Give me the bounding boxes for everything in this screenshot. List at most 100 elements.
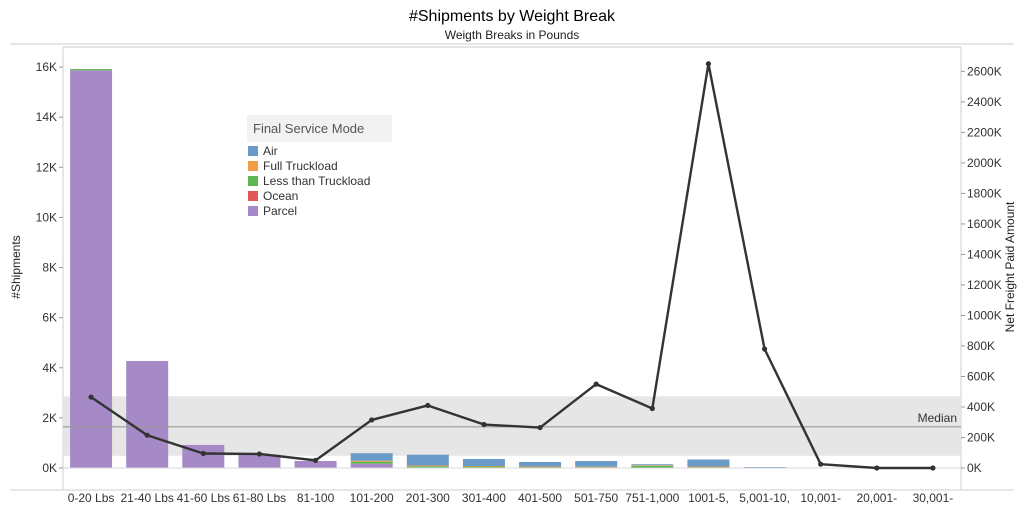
bar-segment-full-truckload bbox=[406, 465, 449, 467]
bar-segment-parcel bbox=[350, 463, 393, 468]
y2-tick-label: 1800K bbox=[967, 186, 1002, 200]
y2-tick-label: 2000K bbox=[967, 156, 1002, 170]
legend-entry-label: Parcel bbox=[263, 204, 297, 218]
freight-amount-point bbox=[312, 457, 319, 463]
bar-segment-air bbox=[743, 466, 786, 468]
x-tick-label: 21-40 Lbs bbox=[121, 491, 174, 505]
bar-segment-full-truckload bbox=[350, 460, 393, 462]
bar-segment-full-truckload bbox=[575, 466, 618, 468]
bar-segment-air bbox=[687, 459, 730, 467]
bar-segment-air bbox=[575, 460, 618, 467]
median-label: Median bbox=[918, 411, 957, 425]
bar-segment-parcel bbox=[294, 460, 337, 468]
x-tick-label: 41-60 Lbs bbox=[177, 491, 230, 505]
x-tick-label: 61-80 Lbs bbox=[233, 491, 286, 505]
freight-amount-point bbox=[930, 465, 936, 471]
bar-segment-parcel bbox=[70, 70, 113, 468]
freight-amount-point bbox=[425, 402, 431, 409]
y-tick-label: 14K bbox=[36, 110, 57, 124]
legend-title-background bbox=[247, 115, 392, 142]
legend-swatch-ocean bbox=[248, 191, 258, 201]
legend-title: Final Service Mode bbox=[253, 121, 364, 136]
y-tick-label: 8K bbox=[42, 261, 57, 275]
x-tick-label: 30,001- bbox=[913, 491, 954, 505]
x-tick-label: 201-300 bbox=[406, 491, 450, 505]
x-tick-label: 5,001-10, bbox=[739, 491, 790, 505]
freight-amount-point bbox=[649, 405, 655, 412]
x-tick-label: 751-1,000 bbox=[625, 491, 679, 505]
legend-swatch-parcel bbox=[248, 206, 258, 216]
bar-segment-less-than-truckload bbox=[575, 466, 618, 468]
freight-amount-point bbox=[256, 451, 263, 457]
freight-amount-point bbox=[144, 432, 150, 438]
bar-segment-air bbox=[519, 461, 562, 467]
y-axis-label: #Shipments bbox=[9, 235, 23, 298]
chart-title: #Shipments by Weight Break bbox=[409, 8, 616, 25]
y2-tick-label: 600K bbox=[967, 369, 995, 383]
bar-segment-parcel bbox=[126, 360, 169, 468]
freight-amount-point bbox=[874, 465, 880, 471]
bar-segment-full-truckload bbox=[462, 465, 505, 467]
freight-amount-point bbox=[705, 61, 712, 67]
freight-amount-point bbox=[200, 450, 206, 457]
y2-tick-label: 1400K bbox=[967, 247, 1002, 261]
bar-segment-parcel bbox=[238, 454, 281, 468]
y2-tick-label: 1600K bbox=[967, 217, 1002, 231]
y2-tick-label: 1200K bbox=[967, 278, 1002, 292]
y2-tick-label: 400K bbox=[967, 400, 995, 414]
freight-amount-point bbox=[481, 421, 487, 428]
x-tick-label: 0-20 Lbs bbox=[68, 491, 115, 505]
bar-segment-full-truckload bbox=[519, 466, 562, 468]
legend-swatch-air bbox=[248, 146, 258, 156]
y2-tick-label: 800K bbox=[967, 339, 995, 353]
bar-segment-less-than-truckload bbox=[631, 465, 674, 468]
bar-segment-air bbox=[462, 458, 505, 466]
chart-subtitle: Weigth Breaks in Pounds bbox=[445, 28, 580, 42]
bar-segment-less-than-truckload bbox=[350, 461, 393, 464]
bar-segment-less-than-truckload bbox=[406, 466, 449, 468]
bar-segment-full-truckload bbox=[631, 465, 674, 466]
y2-tick-label: 200K bbox=[967, 430, 995, 444]
x-tick-label: 501-750 bbox=[574, 491, 618, 505]
freight-amount-point bbox=[818, 461, 824, 467]
y-tick-label: 6K bbox=[42, 311, 57, 325]
y-tick-label: 2K bbox=[42, 411, 57, 425]
y-tick-label: 10K bbox=[36, 210, 57, 224]
freight-amount-point bbox=[369, 417, 375, 423]
y-tick-label: 16K bbox=[36, 60, 57, 74]
bar-segment-air bbox=[631, 464, 674, 466]
y2-axis-label: Net Freight Paid Amount bbox=[1003, 201, 1017, 332]
bar-segment-less-than-truckload bbox=[519, 466, 562, 468]
legend-entry-label: Air bbox=[263, 144, 278, 158]
bar-segment-full-truckload bbox=[687, 466, 730, 468]
y2-tick-label: 2400K bbox=[967, 95, 1002, 109]
freight-amount-point bbox=[88, 394, 94, 400]
x-tick-label: 101-200 bbox=[350, 491, 394, 505]
x-tick-label: 301-400 bbox=[462, 491, 506, 505]
legend-entry-label: Full Truckload bbox=[263, 159, 338, 173]
legend-swatch-full-truckload bbox=[248, 161, 258, 171]
y2-tick-label: 2600K bbox=[967, 64, 1002, 78]
x-tick-label: 401-500 bbox=[518, 491, 562, 505]
x-tick-label: 20,001- bbox=[856, 491, 897, 505]
bar-segment-air bbox=[406, 454, 449, 466]
freight-amount-line bbox=[90, 62, 933, 470]
y2-tick-label: 0K bbox=[967, 461, 982, 475]
x-tick-label: 81-100 bbox=[297, 491, 335, 505]
freight-amount-point bbox=[537, 424, 543, 431]
y-tick-label: 4K bbox=[42, 361, 57, 375]
freight-amount-point bbox=[761, 346, 768, 352]
x-tick-label: 1001-5, bbox=[688, 491, 729, 505]
legend-entry-label: Ocean bbox=[263, 189, 298, 203]
x-tick-label: 10,001- bbox=[800, 491, 841, 505]
y-tick-label: 0K bbox=[42, 461, 57, 475]
y2-tick-label: 2200K bbox=[967, 125, 1002, 139]
legend-swatch-less-than-truckload bbox=[248, 176, 258, 186]
freight-amount-point bbox=[593, 381, 599, 387]
y-tick-label: 12K bbox=[36, 160, 57, 174]
bar-segment-less-than-truckload bbox=[70, 69, 113, 71]
bar-segment-less-than-truckload bbox=[462, 466, 505, 468]
legend-entry-label: Less than Truckload bbox=[263, 174, 370, 188]
